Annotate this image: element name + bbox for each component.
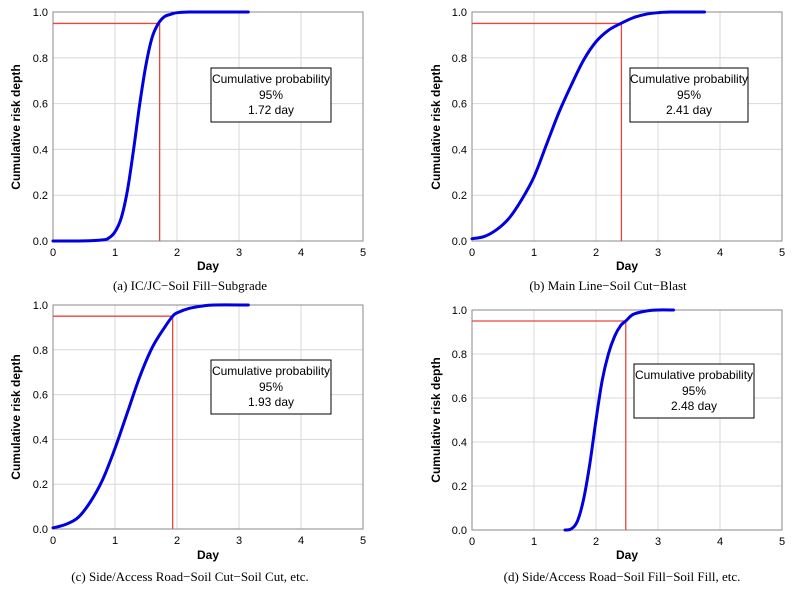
x-axis-label: Day bbox=[197, 259, 219, 273]
annotation-title: Cumulative probability bbox=[212, 364, 330, 378]
x-tick-label: 0 bbox=[469, 247, 475, 259]
y-tick-label: 1.0 bbox=[33, 300, 48, 312]
annotation-percent: 95% bbox=[677, 88, 701, 102]
y-tick-label: 1.0 bbox=[452, 7, 467, 19]
x-tick-label: 4 bbox=[298, 535, 304, 547]
x-axis-label: Day bbox=[616, 259, 638, 273]
x-tick-label: 5 bbox=[779, 536, 785, 548]
x-tick-label: 4 bbox=[298, 247, 304, 259]
y-tick-label: 0.2 bbox=[33, 190, 48, 202]
y-tick-label: 0.4 bbox=[33, 144, 48, 156]
x-tick-label: 3 bbox=[236, 535, 242, 547]
plot-frame bbox=[52, 11, 364, 242]
cumulative-curve bbox=[470, 10, 706, 241]
y-tick-label: 0.2 bbox=[452, 190, 467, 202]
y-tick-label: 0.8 bbox=[452, 349, 467, 361]
chart-panel-c: 0 1 2 3 4 5 0.0 0.2 0.4 0.6 0.8 1.0 Day Cumulative ri… bbox=[9, 300, 366, 584]
x-tick-label: 1 bbox=[112, 535, 118, 547]
chart-caption: (c) Side/Access Road−Soil Cut−Soil Cut, … bbox=[71, 569, 308, 584]
x-tick-label: 2 bbox=[174, 535, 180, 547]
annotation-box: Cumulative probability 95%1.93 day bbox=[210, 359, 332, 415]
cumulative-curve bbox=[51, 303, 250, 530]
x-tick-label: 0 bbox=[469, 536, 475, 548]
chart-caption: (b) Main Line−Soil Cut−Blast bbox=[529, 278, 687, 293]
y-tick-label: 0.6 bbox=[452, 393, 467, 405]
x-tick-label: 3 bbox=[655, 247, 661, 259]
annotation-title: Cumulative probability bbox=[212, 72, 330, 86]
annotation-frame bbox=[210, 359, 332, 415]
annotation-box: Cumulative probability 95%1.72 day bbox=[210, 67, 332, 123]
y-tick-label: 0.8 bbox=[33, 345, 48, 357]
annotation-percent: 95% bbox=[682, 384, 706, 398]
annotation-percent: 95% bbox=[259, 88, 283, 102]
x-tick-label: 2 bbox=[593, 247, 599, 259]
x-tick-label: 3 bbox=[655, 536, 661, 548]
x-tick-label: 0 bbox=[50, 247, 56, 259]
y-tick-label: 1.0 bbox=[33, 7, 48, 19]
x-tick-label: 2 bbox=[593, 536, 599, 548]
x-axis-label: Day bbox=[616, 548, 638, 562]
plot-frame bbox=[52, 304, 364, 530]
x-tick-label: 2 bbox=[174, 247, 180, 259]
annotation-frame bbox=[633, 363, 755, 419]
y-tick-label: 0.4 bbox=[33, 434, 48, 446]
y-axis-label: Cumulative risk depth bbox=[429, 357, 443, 482]
chart-caption: (d) Side/Access Road−Soil Fill−Soil Fill… bbox=[504, 569, 741, 584]
x-tick-label: 1 bbox=[531, 536, 537, 548]
y-tick-label: 0.6 bbox=[452, 99, 467, 111]
annotation-title: Cumulative probability bbox=[635, 368, 753, 382]
plot-frame bbox=[471, 309, 783, 531]
x-tick-label: 5 bbox=[360, 535, 366, 547]
annotation-frame bbox=[210, 67, 332, 123]
cumulative-curve bbox=[563, 308, 675, 532]
y-tick-label: 0.0 bbox=[33, 524, 48, 536]
y-tick-label: 0.4 bbox=[452, 437, 467, 449]
x-tick-label: 1 bbox=[531, 247, 537, 259]
annotation-value: 1.93 day bbox=[248, 395, 294, 409]
y-tick-label: 0.0 bbox=[452, 525, 467, 537]
annotation-value: 2.41 day bbox=[666, 103, 712, 117]
chart-panel-b: 0 1 2 3 4 5 0.0 0.2 0.4 0.6 0.8 1.0 Day Cumulative ri… bbox=[429, 7, 785, 293]
x-tick-label: 4 bbox=[717, 536, 723, 548]
y-tick-label: 0.2 bbox=[452, 481, 467, 493]
y-tick-label: 0.4 bbox=[452, 144, 467, 156]
x-tick-label: 1 bbox=[112, 247, 118, 259]
x-tick-label: 4 bbox=[717, 247, 723, 259]
y-tick-label: 0.8 bbox=[33, 53, 48, 65]
y-tick-label: 0.6 bbox=[33, 99, 48, 111]
annotation-box: Cumulative probability 95%2.41 day bbox=[629, 67, 749, 123]
y-tick-label: 0.0 bbox=[33, 236, 48, 248]
chart-caption: (a) IC/JC−Soil Fill−Subgrade bbox=[113, 278, 267, 293]
y-tick-label: 0.0 bbox=[452, 236, 467, 248]
y-tick-label: 1.0 bbox=[452, 305, 467, 317]
x-tick-label: 0 bbox=[50, 535, 56, 547]
y-axis-label: Cumulative risk depth bbox=[9, 354, 23, 479]
cumulative-curve bbox=[51, 10, 250, 243]
x-tick-label: 5 bbox=[360, 247, 366, 259]
chart-panel-d: 0 1 2 3 4 5 0.0 0.2 0.4 0.6 0.8 1.0 Day Cumulative ri… bbox=[429, 305, 785, 584]
annotation-box: Cumulative probability 95%2.48 day bbox=[633, 363, 755, 419]
x-tick-label: 3 bbox=[236, 247, 242, 259]
plot-frame bbox=[471, 11, 783, 242]
annotation-frame bbox=[629, 67, 749, 123]
y-axis-label: Cumulative risk depth bbox=[9, 64, 23, 189]
y-axis-label: Cumulative risk depth bbox=[429, 64, 443, 189]
y-tick-label: 0.6 bbox=[33, 390, 48, 402]
x-axis-label: Day bbox=[197, 548, 219, 562]
y-tick-label: 0.8 bbox=[452, 53, 467, 65]
x-tick-label: 5 bbox=[779, 247, 785, 259]
chart-panel-a: 0 1 2 3 4 5 0.0 0.2 0.4 0.6 0.8 1.0 Day Cumulative ri… bbox=[9, 7, 366, 293]
annotation-value: 1.72 day bbox=[248, 103, 294, 117]
annotation-percent: 95% bbox=[259, 380, 283, 394]
y-tick-label: 0.2 bbox=[33, 479, 48, 491]
annotation-value: 2.48 day bbox=[671, 399, 717, 413]
annotation-title: Cumulative probability bbox=[630, 72, 748, 86]
